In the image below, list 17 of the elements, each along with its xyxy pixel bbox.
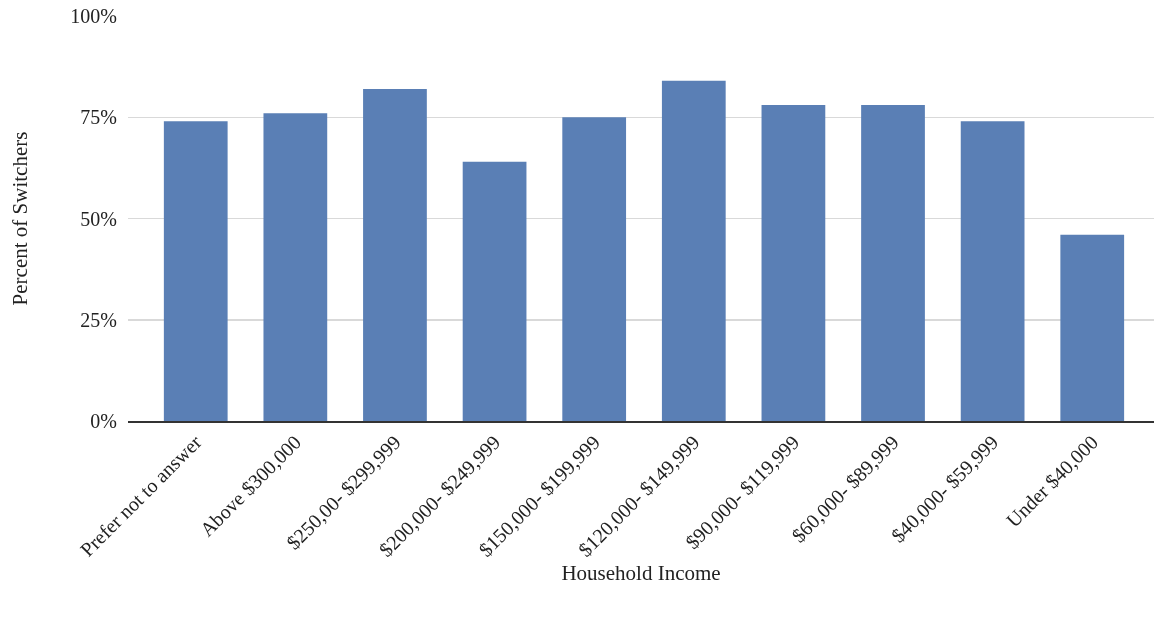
bar	[861, 105, 925, 421]
y-tick-label: 25%	[80, 308, 117, 331]
y-tick-label: 0%	[90, 410, 117, 432]
bar	[363, 88, 427, 421]
bar	[960, 121, 1025, 421]
bar	[263, 113, 328, 421]
bar	[462, 161, 527, 421]
bar	[163, 121, 228, 421]
bar	[562, 117, 627, 421]
y-tick-label: 75%	[80, 106, 117, 129]
y-axis-title: Percent of Switchers	[8, 131, 33, 306]
bar	[1060, 234, 1125, 421]
x-axis-title: Household Income	[561, 560, 721, 585]
y-tick-label: 100%	[70, 5, 117, 27]
bar	[661, 80, 726, 421]
y-tick-label: 50%	[80, 207, 117, 230]
bar	[761, 105, 826, 421]
